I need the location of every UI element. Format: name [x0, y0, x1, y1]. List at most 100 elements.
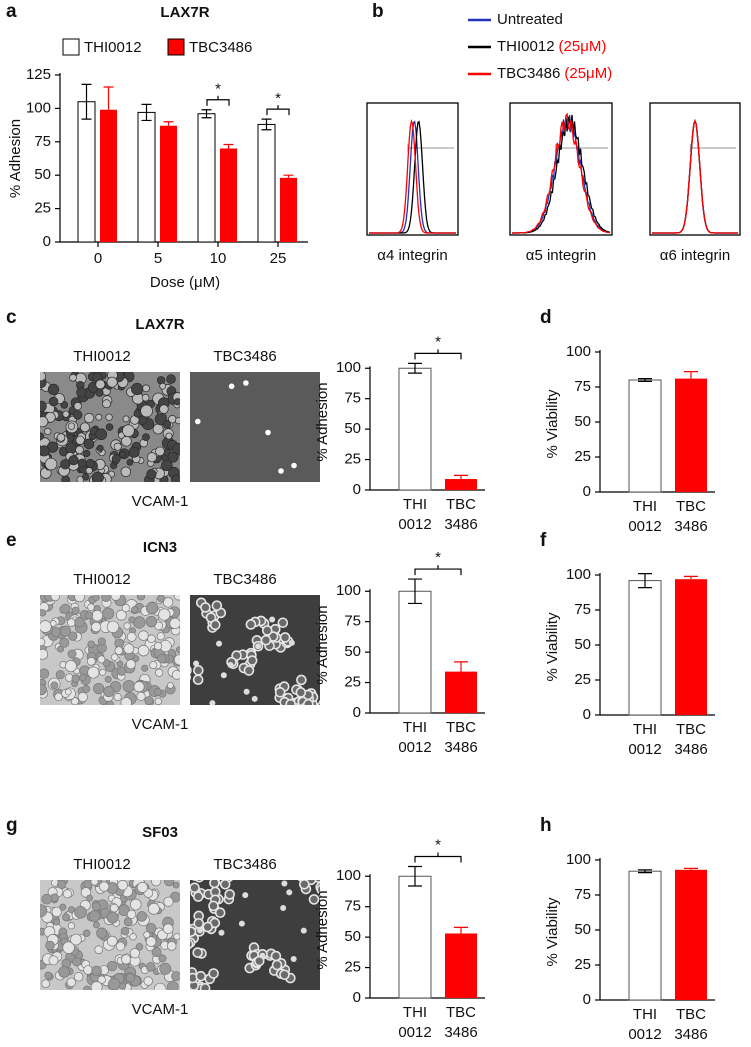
cell [108, 978, 121, 990]
y-tick-label: 100 [566, 343, 591, 360]
histogram-label: α4 integrin [377, 247, 447, 264]
cell [95, 413, 103, 421]
legend-label: Untreated [497, 11, 563, 28]
cell [41, 893, 52, 905]
cell [129, 948, 140, 959]
cell [101, 595, 111, 602]
cell [95, 428, 108, 441]
cell [68, 455, 79, 466]
y-tick-label: 25 [34, 200, 51, 217]
y-tick-label: 50 [344, 420, 361, 437]
significance-label: * [435, 836, 441, 853]
histogram-label: α5 integrin [526, 247, 596, 264]
cell [71, 606, 80, 615]
cell [80, 422, 90, 433]
cell [131, 606, 139, 614]
cell [255, 643, 262, 650]
error-bar [408, 865, 422, 887]
cell [147, 634, 156, 644]
cell [64, 688, 72, 696]
significance-label: * [435, 333, 441, 350]
bar [628, 379, 662, 493]
x-tick-label: THI [633, 498, 657, 515]
y-axis-label: % Viability [544, 389, 561, 458]
micrograph-content [40, 372, 180, 482]
error-bar [684, 867, 698, 870]
cell [136, 691, 146, 702]
cell [149, 661, 158, 670]
cell [141, 664, 149, 672]
cell [48, 396, 59, 407]
micrograph [190, 372, 320, 482]
cell [227, 661, 234, 668]
cell [220, 672, 227, 679]
error-bar [103, 86, 114, 110]
y-tick-label: 0 [43, 233, 51, 250]
cell [83, 985, 91, 990]
y-tick-label: 75 [574, 886, 591, 903]
cell [145, 616, 157, 628]
cell [106, 376, 118, 388]
image-label: TBC3486 [213, 571, 276, 588]
cell [133, 681, 145, 693]
cell [73, 972, 84, 982]
cell [65, 442, 78, 454]
cell [154, 697, 163, 705]
cell [125, 659, 136, 670]
cell [74, 905, 87, 919]
cell [113, 442, 122, 451]
x-tick-label: 3486 [444, 739, 477, 756]
error-bar [638, 378, 652, 382]
cell [70, 697, 79, 705]
y-axis-label: % Adhesion [314, 890, 331, 969]
cell [218, 929, 225, 936]
y-tick-label: 100 [336, 582, 361, 599]
cell [318, 892, 320, 899]
cell [123, 622, 131, 630]
y-tick-label: 75 [344, 613, 361, 630]
micrograph-content [190, 372, 320, 482]
cell [265, 429, 271, 436]
cell [281, 880, 288, 887]
cell [243, 665, 255, 676]
cell [171, 474, 180, 482]
cell [59, 903, 67, 911]
histogram-frame [366, 102, 459, 236]
cell [214, 907, 226, 919]
cell [136, 881, 148, 893]
error-bar [684, 371, 698, 379]
y-tick-label: 75 [344, 898, 361, 915]
cell [323, 702, 332, 711]
cell [122, 679, 136, 693]
cell [94, 945, 104, 955]
bar [445, 479, 477, 490]
cell [105, 700, 114, 705]
significance-label: * [215, 81, 221, 98]
cell [56, 433, 66, 442]
cell [52, 918, 61, 926]
histogram-curve [652, 119, 738, 234]
cell [251, 695, 258, 702]
x-tick-label: 5 [154, 250, 162, 267]
bar [628, 870, 662, 1001]
x-tick-label: 0012 [398, 516, 431, 533]
y-tick-label: 50 [344, 643, 361, 660]
micrograph-content [190, 880, 320, 990]
cell [146, 452, 158, 463]
cell [146, 469, 157, 480]
significance-bracket [414, 852, 462, 863]
bar [137, 111, 156, 243]
chart-title: ICN3 [143, 539, 177, 556]
cell [159, 382, 167, 390]
cell [83, 965, 93, 975]
error-bar [223, 143, 234, 149]
chart-title: LAX7R [135, 316, 184, 333]
cell [209, 619, 221, 631]
cell [114, 646, 124, 655]
y-tick-label: 0 [353, 989, 361, 1006]
cell [91, 471, 104, 482]
cell [158, 954, 167, 963]
cell [47, 383, 60, 396]
cell [83, 412, 95, 424]
cell [278, 468, 284, 474]
